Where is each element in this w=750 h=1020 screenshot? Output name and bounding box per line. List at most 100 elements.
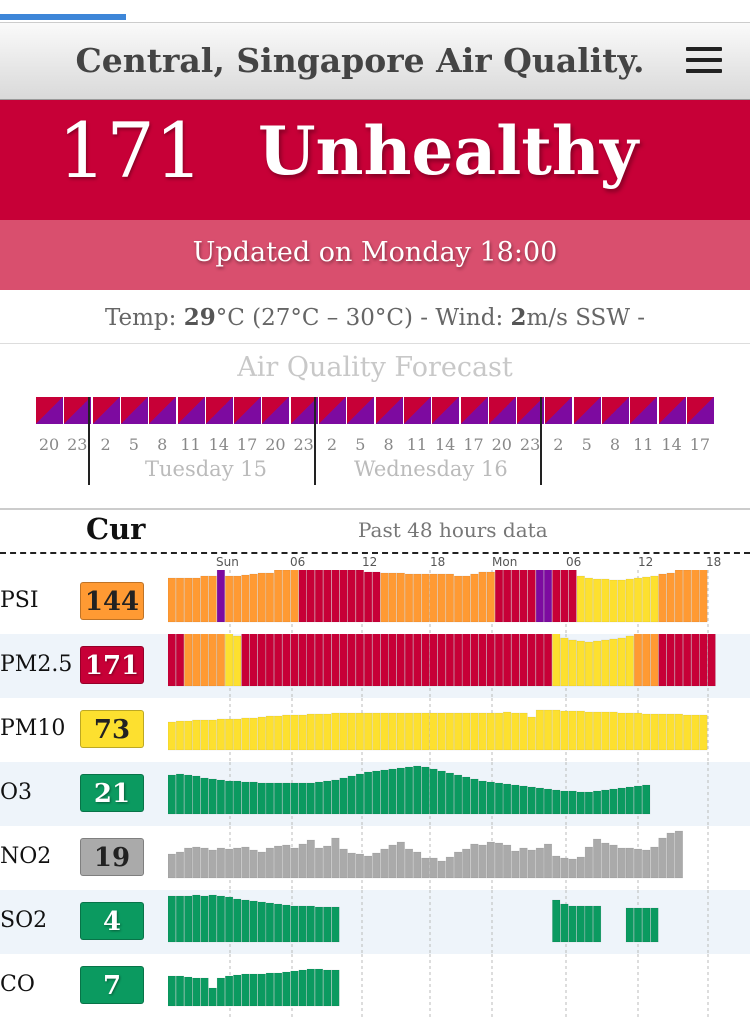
history-bar [355, 853, 364, 879]
history-bar [494, 782, 504, 815]
history-bar [290, 634, 299, 687]
forecast-hour-box[interactable] [432, 397, 460, 424]
history-bar [454, 851, 463, 879]
history-bar [609, 711, 618, 751]
history-bar [445, 712, 454, 751]
forecast-hour-label: 14 [435, 435, 456, 454]
forecast-hour-label: 2 [326, 435, 338, 454]
forecast-hour-box[interactable] [602, 397, 629, 424]
forecast-hour-box[interactable] [262, 397, 290, 424]
history-bar [511, 712, 520, 751]
history-bar [421, 573, 430, 623]
forecast-hour-box[interactable] [517, 397, 545, 424]
history-bar [175, 895, 185, 943]
history-bar [339, 848, 348, 879]
history-bar [282, 844, 291, 879]
forecast-hour-box[interactable] [686, 397, 714, 424]
history-bar [282, 634, 291, 687]
history-bar [200, 895, 209, 943]
history-bar [486, 571, 495, 623]
forecast-hour-label: 5 [128, 435, 139, 454]
history-bar [642, 849, 651, 879]
pollutant-name: SO2 [0, 908, 48, 933]
pollutant-row-psi[interactable]: PSI 144 [0, 570, 750, 634]
history-bar [265, 715, 274, 751]
forecast-hour-box[interactable] [120, 397, 148, 424]
pollutant-row-pm25[interactable]: PM2.5 171 [0, 634, 750, 698]
wind-value: 2 [510, 304, 527, 331]
forecast-hour-box[interactable] [545, 397, 573, 424]
history-bar [543, 634, 553, 687]
history-bar [306, 968, 315, 1007]
history-bar [617, 712, 626, 751]
history-bar [543, 709, 553, 751]
forecast-hour-box[interactable] [319, 397, 346, 424]
history-bar [282, 971, 291, 1007]
history-bar [642, 634, 651, 687]
history-bar [642, 907, 651, 943]
history-bar [470, 778, 479, 815]
history-bar [601, 789, 610, 815]
forecast-hour-box[interactable] [347, 397, 375, 424]
history-bar [650, 907, 659, 943]
forecast-hour-box[interactable] [205, 397, 233, 424]
history-bar [625, 712, 634, 751]
forecast-hour-box[interactable] [92, 397, 120, 424]
forecast-hour-box[interactable] [630, 397, 658, 424]
forecast-hour-box[interactable] [573, 397, 601, 424]
history-bar [249, 573, 258, 623]
history-bar [282, 904, 291, 943]
history-bar [650, 634, 659, 687]
forecast-hour-box[interactable] [64, 397, 92, 424]
history-bar [445, 573, 454, 623]
history-bar [216, 718, 225, 751]
history-bar [274, 782, 283, 815]
history-bar [233, 718, 242, 751]
history-bar [535, 709, 544, 751]
forecast-hour-label: 11 [406, 435, 428, 454]
history-bar [658, 837, 667, 879]
history-bar [593, 905, 602, 943]
pollutant-current-value: 171 [80, 646, 144, 684]
past-data-header: Past 48 hours data [358, 518, 548, 542]
hamburger-menu-icon[interactable] [686, 47, 722, 75]
history-bar [494, 570, 504, 623]
history-bar [192, 634, 201, 687]
history-bar [249, 634, 258, 687]
pollutant-row-no2[interactable]: NO2 19 [0, 826, 750, 890]
forecast-hour-box[interactable] [149, 397, 177, 424]
history-bar [560, 710, 569, 751]
history-bar [633, 712, 643, 751]
page-title: Central, Singapore Air Quality. [75, 41, 645, 80]
forecast-hour-box[interactable] [658, 397, 686, 424]
forecast-hour-box[interactable] [375, 397, 403, 424]
forecast-hour-box[interactable] [403, 397, 431, 424]
history-bar [192, 577, 201, 623]
history-bar [306, 634, 315, 687]
forecast-hour-box[interactable] [177, 397, 205, 424]
forecast-hour-label: 8 [157, 435, 168, 454]
forecast-hour-box[interactable] [290, 397, 318, 424]
history-bar [674, 830, 683, 879]
forecast-hour-box[interactable] [488, 397, 516, 424]
forecast-hour-box[interactable] [36, 397, 63, 424]
history-bar [380, 572, 389, 623]
pollutant-row-so2[interactable]: SO2 4 [0, 890, 750, 954]
history-bar [274, 570, 283, 623]
history-bar [257, 716, 266, 751]
forecast-hour-box[interactable] [234, 397, 262, 424]
history-bar [454, 774, 463, 815]
history-bar [478, 844, 487, 879]
pollutant-current-value: 7 [80, 966, 144, 1004]
pollutant-row-pm10[interactable]: PM10 73 [0, 698, 750, 762]
pollutant-history-chart [168, 890, 709, 954]
pollutant-row-co[interactable]: CO 7 [0, 954, 750, 1018]
history-bar [421, 857, 430, 879]
history-bar [200, 777, 209, 815]
forecast-hour-box[interactable] [460, 397, 488, 424]
history-bar [208, 894, 217, 943]
pollutant-row-o3[interactable]: O3 21 [0, 762, 750, 826]
history-bar [298, 570, 307, 623]
forecast-hour-label: 17 [236, 435, 258, 454]
history-bar [347, 775, 356, 815]
